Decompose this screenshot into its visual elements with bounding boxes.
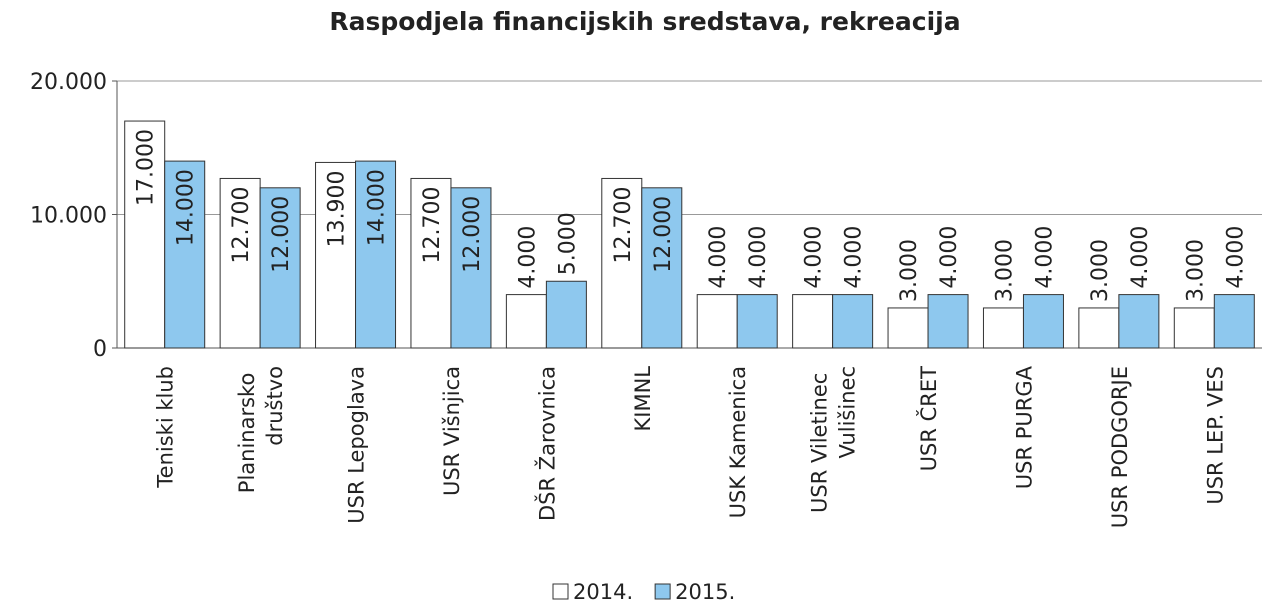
- bar: [124, 120, 166, 349]
- bar: [927, 294, 969, 349]
- data-label: 3.000: [992, 239, 1017, 302]
- chart-title: Raspodjela financijskih sredstava, rekre…: [329, 7, 960, 36]
- data-label: 12.000: [269, 196, 294, 273]
- x-tick-label: DŠR Žarovnica: [534, 366, 559, 521]
- bar: [164, 160, 206, 349]
- data-label: 14.000: [174, 169, 199, 246]
- data-label: 4.000: [515, 226, 540, 289]
- bar: [601, 177, 643, 349]
- legend-swatch: [654, 583, 671, 600]
- bar: [792, 294, 834, 349]
- data-label: 4.000: [802, 226, 827, 289]
- bar: [1022, 294, 1064, 349]
- y-tick-label: 10.000: [30, 204, 107, 229]
- x-tick-label: USR PURGA: [1012, 365, 1036, 489]
- x-tick-label: KIMNL: [631, 366, 655, 432]
- data-label: 4.000: [1128, 226, 1153, 289]
- data-label: 14.000: [365, 169, 390, 246]
- bar: [887, 307, 929, 349]
- bar: [982, 307, 1024, 349]
- data-label: 5.000: [555, 212, 580, 275]
- bar: [736, 294, 778, 349]
- x-tick-label: USR Lepoglava: [345, 366, 369, 524]
- data-label: 3.000: [1183, 239, 1208, 302]
- legend-label: 2015.: [675, 580, 735, 604]
- bar: [832, 294, 874, 349]
- x-tick-label: USR LEP. VES: [1203, 366, 1227, 505]
- bar: [219, 177, 261, 349]
- data-label: 4.000: [937, 226, 962, 289]
- bar: [1118, 294, 1160, 349]
- data-label: 4.000: [842, 226, 867, 289]
- bar: [315, 161, 357, 349]
- data-label: 17.000: [134, 129, 159, 206]
- y-tick-label: 20.000: [30, 70, 107, 95]
- data-label: 12.700: [611, 186, 636, 263]
- data-label: 4.000: [706, 226, 731, 289]
- data-label: 3.000: [1088, 239, 1113, 302]
- x-tick-label: USR Višnjica: [440, 366, 464, 496]
- x-tick-label: Teniski klub: [154, 366, 178, 489]
- data-label: 13.900: [325, 170, 350, 247]
- data-label: 4.000: [1032, 226, 1057, 289]
- x-tick-label: USR ČRET: [916, 366, 941, 471]
- data-label: 12.700: [420, 186, 445, 263]
- data-label: 12.000: [460, 196, 485, 273]
- bar: [1173, 307, 1215, 349]
- bar: [1213, 294, 1255, 349]
- legend-label: 2014.: [573, 580, 633, 604]
- bar: [1078, 307, 1120, 349]
- x-tick-label: USR Viletinec Vulišinec: [808, 366, 860, 513]
- bar: [696, 294, 738, 349]
- bar: [450, 187, 492, 349]
- label-line: društvo: [263, 366, 287, 446]
- data-label: 3.000: [897, 239, 922, 302]
- label-line: Vulišinec: [836, 366, 860, 458]
- data-label: 4.000: [1223, 226, 1248, 289]
- bar: [641, 187, 683, 349]
- data-label: 12.000: [651, 196, 676, 273]
- bar: [259, 187, 301, 349]
- x-tick-label: Planinarsko društvo: [235, 366, 287, 493]
- bar: [545, 280, 587, 349]
- x-tick-label: USK Kamenica: [726, 366, 750, 518]
- legend-swatch: [552, 583, 569, 600]
- label-line: USR Viletinec: [808, 366, 832, 513]
- bar: [505, 294, 547, 349]
- label-line: Planinarsko: [235, 366, 259, 493]
- bar: [355, 160, 397, 349]
- data-label: 4.000: [746, 226, 771, 289]
- y-tick-label: 0: [93, 337, 107, 362]
- x-tick-label: USR PODGORJE: [1108, 366, 1132, 528]
- data-label: 12.700: [229, 186, 254, 263]
